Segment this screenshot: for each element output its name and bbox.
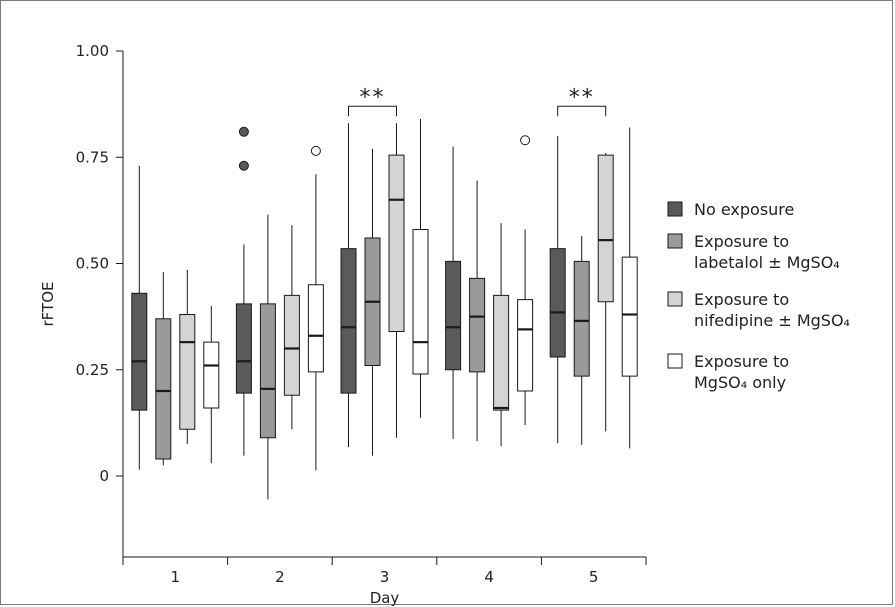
significance-label: ** [360, 85, 386, 110]
y-axis-label: rFTOE [39, 282, 57, 327]
box-2-day-1 [155, 272, 172, 466]
y-tick-label: 0.75 [76, 148, 109, 166]
significance-annotations: ** ** [348, 85, 607, 117]
box-iqr [131, 292, 148, 411]
box-iqr [573, 260, 590, 377]
box-1-day-5 [549, 136, 566, 444]
box-iqr [597, 154, 614, 303]
outlier-point [310, 145, 321, 156]
box-iqr [340, 248, 357, 394]
y-tick-label: 0.25 [76, 361, 109, 379]
legend-label: No exposure [694, 200, 794, 219]
box-3-day-5 [597, 153, 614, 432]
boxes [131, 119, 638, 500]
legend-swatch [667, 291, 683, 307]
box-3-day-2 [283, 225, 300, 430]
x-tick-label: 5 [589, 568, 599, 586]
box-iqr [445, 260, 462, 371]
box-iqr [412, 229, 429, 375]
legend-label: Exposure to [694, 290, 789, 309]
box-4-day-4 [517, 135, 534, 425]
box-iqr [307, 284, 324, 373]
outlier-point [238, 126, 249, 137]
box-2-day-2 [259, 214, 276, 500]
significance-label: ** [569, 85, 595, 110]
box-2-day-4 [469, 180, 486, 442]
box-iqr [621, 256, 638, 377]
outlier-point [238, 160, 249, 171]
outlier-point [520, 135, 531, 146]
box-iqr [549, 248, 566, 358]
legend-label: nifedipine ± MgSO₄ [694, 311, 850, 330]
x-tick-label: 4 [484, 568, 494, 586]
box-3-day-3 [388, 123, 405, 438]
legend-entry-3: Exposure to nifedipine ± MgSO₄ [667, 290, 850, 330]
box-iqr [235, 303, 252, 394]
box-1-day-2 [235, 126, 252, 456]
legend-label: labetalol ± MgSO₄ [694, 253, 840, 272]
axes: 0 0.25 0.50 0.75 1.00 rFTOE 1 2 3 4 5 Day [39, 42, 647, 606]
box-1-day-3 [340, 123, 357, 448]
box-iqr [493, 294, 510, 411]
box-4-day-2 [307, 145, 324, 471]
y-tick-label: 1.00 [76, 42, 109, 60]
significance-bracket: ** [348, 85, 397, 117]
x-tick-label: 1 [171, 568, 181, 586]
legend-label: MgSO₄ only [694, 373, 786, 392]
y-tick-label: 0.50 [76, 255, 109, 273]
box-iqr [469, 277, 486, 373]
y-tick-label: 0 [99, 467, 109, 485]
legend-entry-2: Exposure to labetalol ± MgSO₄ [667, 232, 840, 272]
box-4-day-3 [412, 119, 429, 418]
legend-swatch [667, 233, 683, 249]
legend-label: Exposure to [694, 232, 789, 251]
box-iqr [388, 154, 405, 332]
box-1-day-4 [445, 146, 462, 440]
x-tick-label: 2 [275, 568, 285, 586]
box-2-day-3 [364, 148, 381, 456]
x-axis-label: Day [370, 589, 400, 606]
box-iqr [203, 341, 220, 409]
legend-entry-1: No exposure [667, 200, 794, 219]
box-iqr [259, 303, 276, 439]
box-2-day-5 [573, 235, 590, 445]
box-iqr [517, 299, 534, 392]
box-iqr [179, 314, 196, 430]
box-1-day-1 [131, 165, 148, 470]
box-4-day-1 [203, 306, 220, 464]
bracket-line [557, 105, 607, 117]
box-4-day-5 [621, 127, 638, 449]
box-3-day-4 [493, 223, 510, 447]
bracket-line [348, 105, 397, 117]
box-3-day-1 [179, 269, 196, 445]
x-tick-label: 3 [380, 568, 390, 586]
significance-bracket: ** [557, 85, 607, 117]
box-iqr [283, 294, 300, 396]
box-iqr [155, 318, 172, 460]
legend-swatch [667, 353, 683, 369]
legend-entry-4: Exposure to MgSO₄ only [667, 352, 789, 392]
legend-label: Exposure to [694, 352, 789, 371]
legend-swatch [667, 201, 683, 217]
